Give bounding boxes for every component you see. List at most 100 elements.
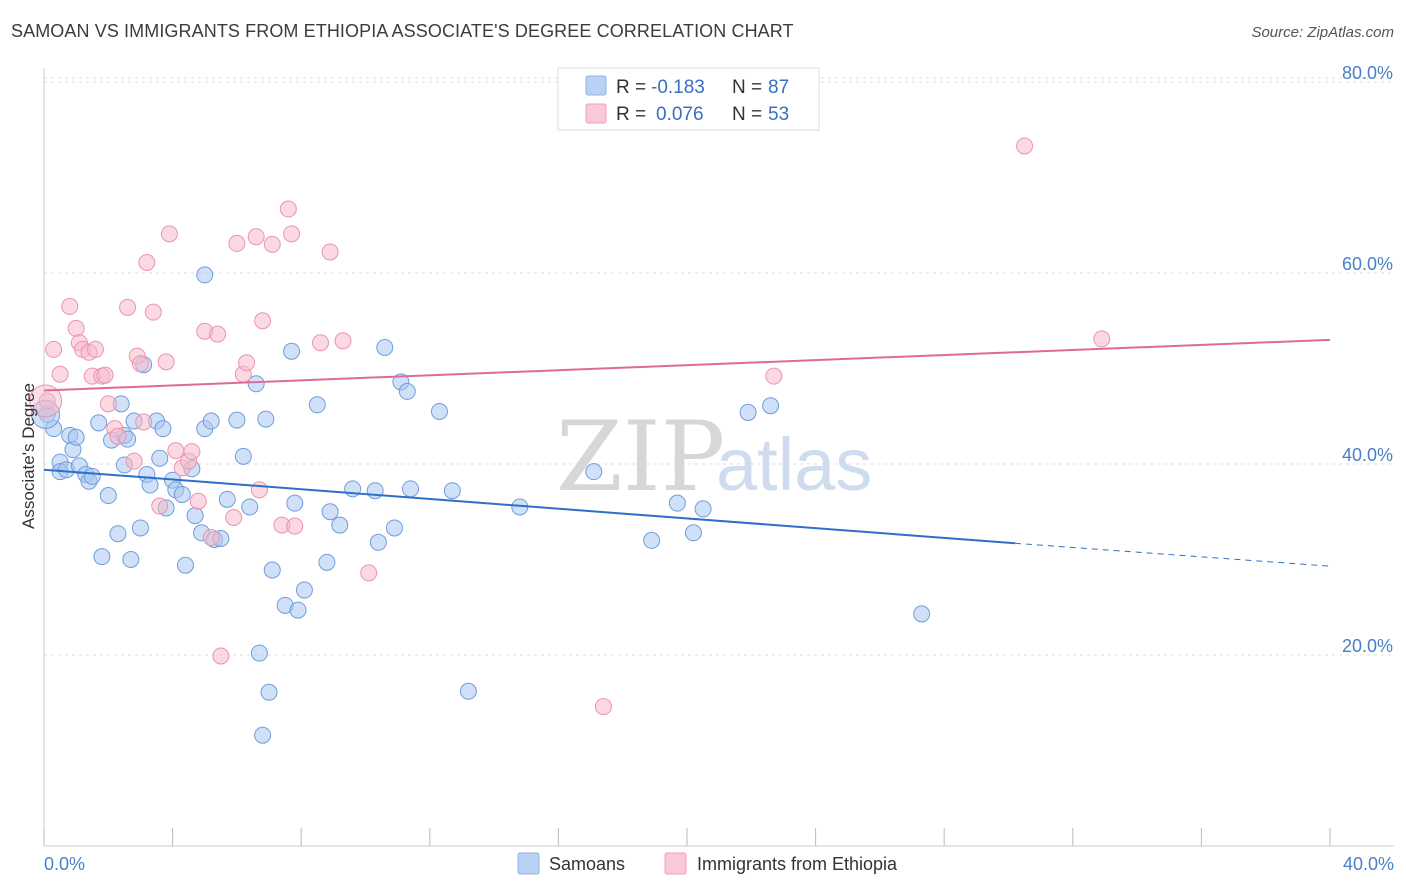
point-ethiopia [144,303,162,321]
legend-n-value-2: 53 [768,104,789,125]
watermark-zip: ZIP [556,401,725,513]
legend-r-value-2: 0.076 [656,104,704,125]
point-samoans [321,503,339,521]
point-ethiopia [334,332,352,350]
trend-line-samoans [43,468,1016,545]
point-samoans [173,486,191,504]
y-tick-label-20: 20.0% [1342,636,1393,656]
y-tick-label-40: 40.0% [1342,445,1393,465]
point-samoans [90,414,108,432]
point-samoans [643,531,661,549]
point-samoans [286,494,304,512]
legend-n-label-1: N = [732,77,762,98]
point-samoans [331,516,349,534]
point-samoans [241,498,259,516]
point-ethiopia [212,647,230,665]
point-samoans [250,644,268,662]
point-ethiopia [109,427,127,445]
bottom-legend-swatch-ethiopia [664,852,687,875]
point-samoans [154,420,172,438]
point-samoans [694,500,712,518]
point-samoans [762,397,780,415]
point-samoans [141,476,159,494]
point-samoans [289,601,307,619]
point-ethiopia [67,319,85,337]
point-samoans [684,524,702,542]
point-samoans [83,467,101,485]
point-ethiopia [321,243,339,261]
chart-source: Source: ZipAtlas.com [1251,24,1394,41]
trend-lines [43,338,1331,567]
point-ethiopia [119,298,137,316]
ethiopia-points [29,137,1111,716]
point-ethiopia [254,312,272,330]
trend-line-samoans-extension [1014,542,1331,567]
legend-n-value-1: 87 [768,77,789,98]
point-ethiopia [135,413,153,431]
point-ethiopia [238,354,256,372]
point-samoans [295,581,313,599]
point-samoans [131,519,149,537]
point-ethiopia-large [29,384,63,418]
point-ethiopia [247,228,265,246]
x-tick-label-min: 0.0% [44,854,85,874]
point-ethiopia [279,200,297,218]
point-samoans [369,533,387,551]
point-samoans [260,683,278,701]
point-ethiopia [167,442,185,460]
point-samoans [318,553,336,571]
point-ethiopia [283,225,301,243]
point-ethiopia [99,395,117,413]
point-samoans [430,402,448,420]
point-samoans [218,490,236,508]
legend-swatch-ethiopia [585,103,607,124]
y-tick-label-60: 60.0% [1342,254,1393,274]
point-samoans [99,487,117,505]
point-samoans [186,507,204,525]
point-samoans [366,482,384,500]
point-ethiopia [160,225,178,243]
point-ethiopia [286,517,304,535]
x-tick-marks [43,828,1331,846]
trend-line-ethiopia [43,338,1331,392]
point-ethiopia [228,234,246,252]
point-samoans [93,548,111,566]
watermark-atlas: atlas [716,423,872,506]
point-samoans [739,403,757,421]
legend-r-value-1: -0.183 [651,77,705,98]
y-tick-label-80: 80.0% [1342,63,1393,83]
chart-title: SAMOAN VS IMMIGRANTS FROM ETHIOPIA ASSOC… [11,21,794,41]
point-samoans [443,482,461,500]
point-samoans [668,494,686,512]
bottom-legend-ethiopia: Immigrants from Ethiopia [697,854,898,874]
point-samoans [254,726,272,744]
point-ethiopia [189,492,207,510]
point-ethiopia [202,529,220,547]
point-samoans [176,556,194,574]
legend-r-label-2: R = [616,104,646,125]
point-ethiopia [765,367,783,385]
point-ethiopia [151,497,169,515]
point-samoans [151,449,169,467]
point-samoans [234,447,252,465]
series-legend: Samoans Immigrants from Ethiopia [517,852,898,875]
point-samoans [402,480,420,498]
point-samoans [67,428,85,446]
point-ethiopia [311,334,329,352]
point-samoans [308,396,326,414]
legend-r-label-1: R = [616,77,646,98]
point-samoans [196,266,214,284]
correlation-legend: R = -0.183 N = 87 R = 0.076 N = 53 [557,67,820,131]
point-ethiopia [360,564,378,582]
bottom-legend-swatch-samoans [517,852,540,875]
point-samoans [257,410,275,428]
watermark: ZIP atlas [556,401,872,513]
y-axis-label: Associate's Degree [19,383,38,529]
x-tick-label-max: 40.0% [1343,854,1394,874]
samoans-points [31,266,931,744]
point-ethiopia [1093,330,1111,348]
point-ethiopia [96,366,114,384]
point-samoans [913,605,931,623]
point-ethiopia [250,481,268,499]
